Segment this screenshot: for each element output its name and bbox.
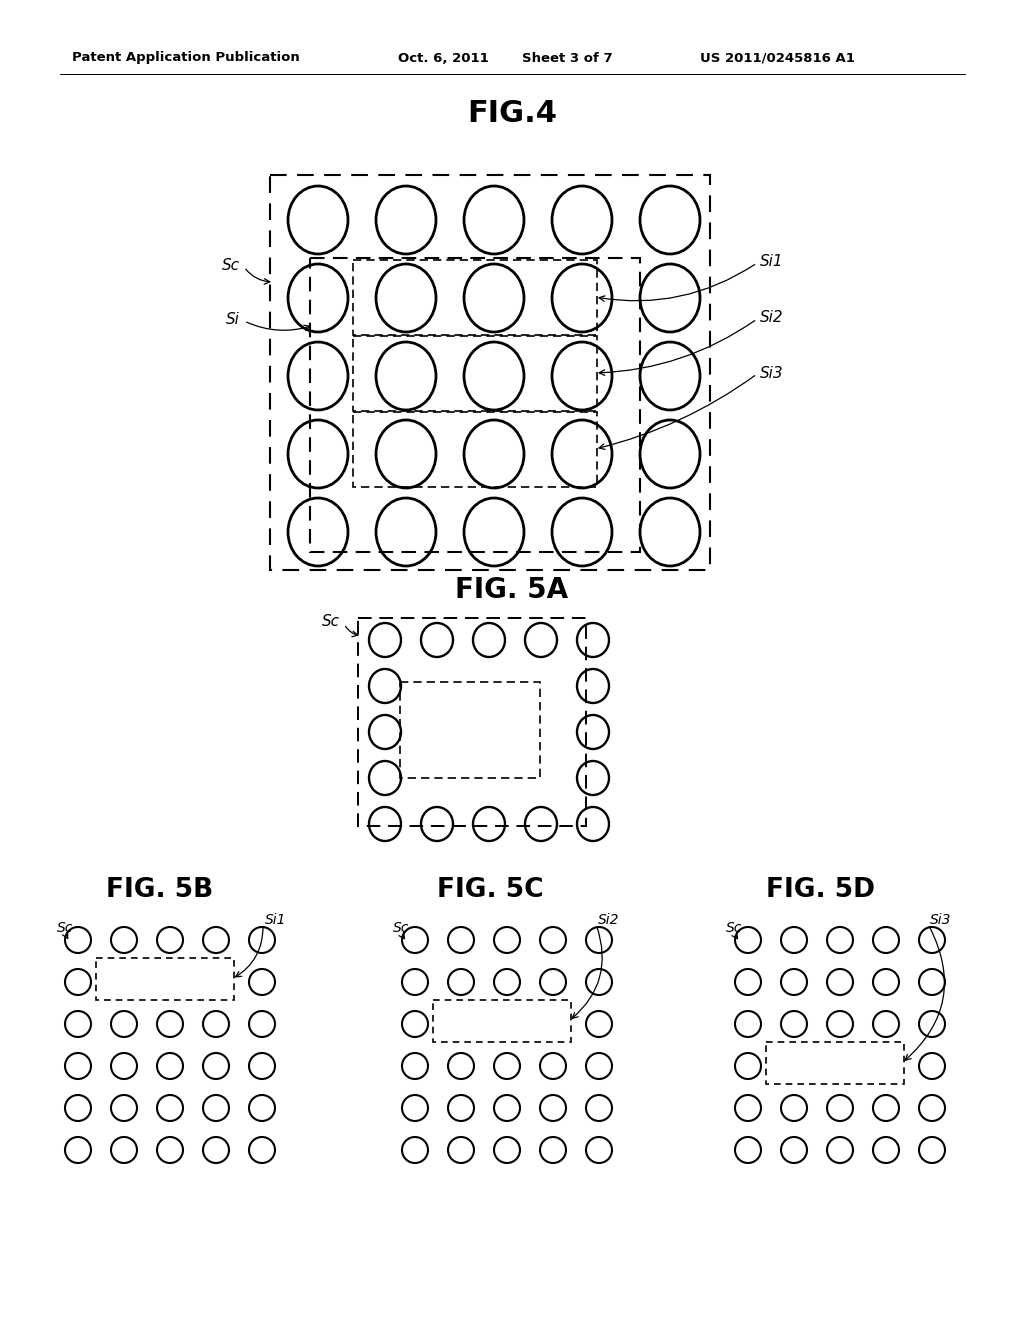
Bar (96, 958, 234, 1001)
Bar (358, 618, 586, 826)
Bar (270, 176, 710, 570)
Text: Sc: Sc (393, 921, 410, 935)
Text: Sheet 3 of 7: Sheet 3 of 7 (522, 51, 612, 65)
Bar (310, 257, 640, 552)
Text: Si3: Si3 (760, 367, 783, 381)
Text: Patent Application Publication: Patent Application Publication (72, 51, 300, 65)
Text: Sc: Sc (57, 921, 74, 935)
Bar (353, 337, 597, 411)
Text: FIG. 5B: FIG. 5B (106, 876, 214, 903)
Bar (400, 682, 540, 777)
Bar (766, 1041, 904, 1084)
Text: US 2011/0245816 A1: US 2011/0245816 A1 (700, 51, 855, 65)
Text: FIG. 5C: FIG. 5C (437, 876, 544, 903)
Text: Si1: Si1 (265, 913, 287, 927)
Text: Si2: Si2 (760, 310, 783, 326)
Text: Si3: Si3 (930, 913, 951, 927)
Bar (433, 1001, 571, 1041)
Text: FIG. 5D: FIG. 5D (766, 876, 874, 903)
Text: Oct. 6, 2011: Oct. 6, 2011 (398, 51, 488, 65)
Text: Si: Si (226, 313, 240, 327)
Text: Sc: Sc (726, 921, 742, 935)
Text: Sc: Sc (322, 615, 340, 630)
Text: FIG.4: FIG.4 (467, 99, 557, 128)
Text: Si2: Si2 (598, 913, 620, 927)
Text: FIG. 5A: FIG. 5A (456, 576, 568, 605)
Bar (353, 260, 597, 335)
Text: Si1: Si1 (760, 255, 783, 269)
Text: Sc: Sc (222, 257, 240, 272)
Bar (353, 412, 597, 487)
